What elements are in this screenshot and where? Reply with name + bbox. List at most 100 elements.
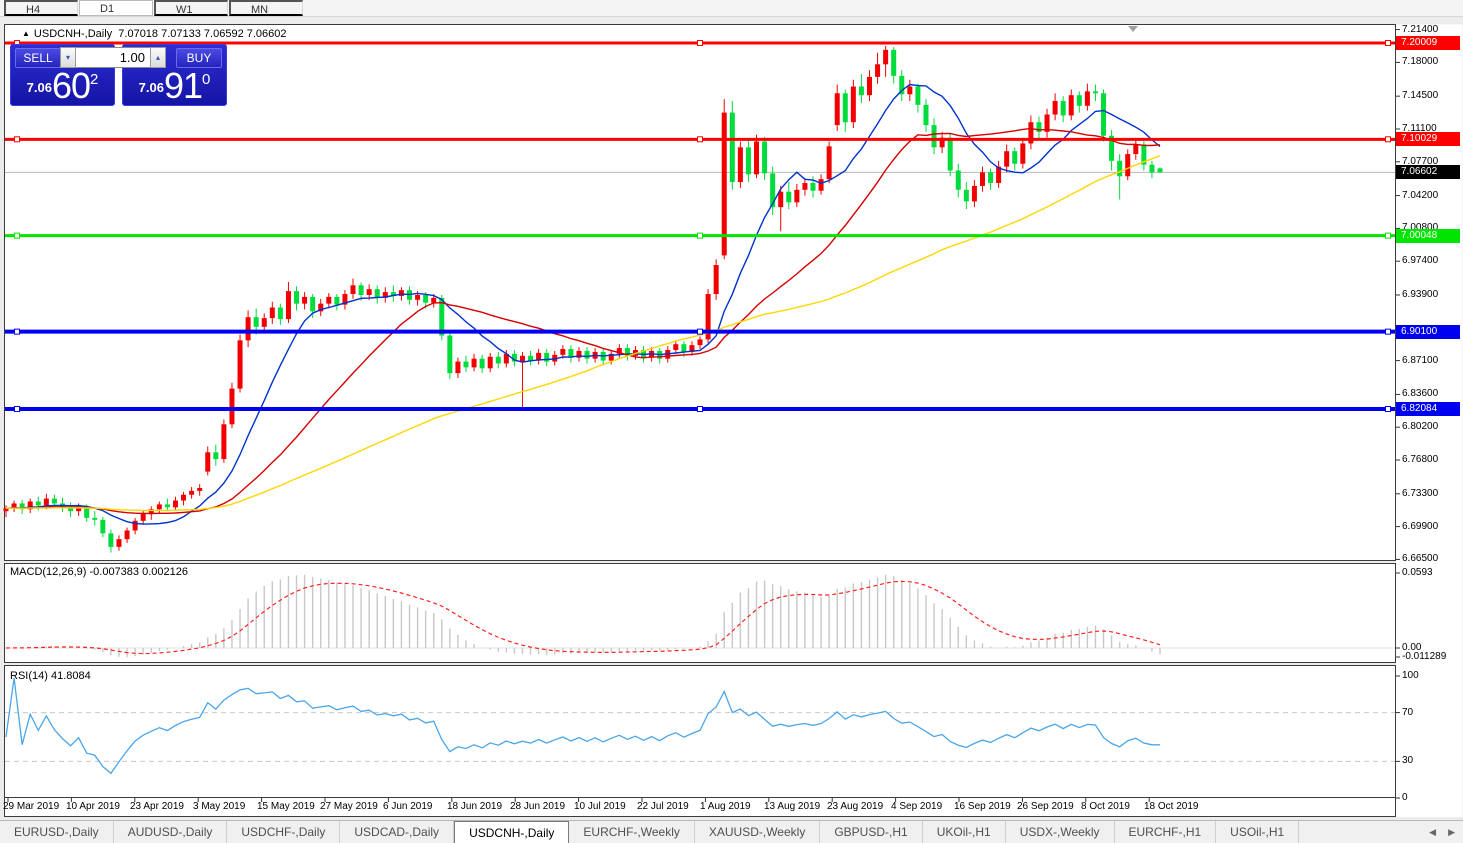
tab-usdchf-daily[interactable]: USDCHF-,Daily [227,821,341,843]
rsi-value: 41.8084 [50,670,91,682]
date-tick-label: 10 Apr 2019 [66,801,120,812]
date-tick-label: 23 Apr 2019 [130,801,184,812]
macd-values: -0.007383 0.002126 [89,566,188,578]
timeframe-toolbar: H4 D1 W1 MN [0,0,1463,17]
price-tick-label: 7.11100 [1402,123,1437,134]
symbol-marker-icon: ▲ [22,29,30,38]
sell-button[interactable]: SELL [15,48,61,68]
tab-usdx-weekly[interactable]: USDX-,Weekly [1006,821,1115,843]
chart-symbol-period: USDCNH-,Daily [33,28,113,40]
ma-line-0 [5,83,1161,525]
sell-price-handle: 7.06 [26,80,52,95]
date-tick-label: 18 Oct 2019 [1144,801,1199,812]
buy-button[interactable]: BUY [176,48,222,68]
tab-scroll-right-icon[interactable]: ▶ [1448,826,1455,837]
rsi-axis-label: 70 [1402,707,1414,718]
tab-xauusd-weekly[interactable]: XAUUSD-,Weekly [695,821,821,843]
tab-scroll-arrows: ◀ ▶ [1429,821,1463,843]
buy-price-handle: 7.06 [138,80,164,95]
tab-eurchf-h1[interactable]: EURCHF-,H1 [1115,821,1217,843]
date-tick-label: 4 Sep 2019 [891,801,943,812]
tab-usoil-h1[interactable]: USOil-,H1 [1216,821,1300,843]
date-tick-label: 18 Jun 2019 [447,801,503,812]
price-tick-label: 6.83600 [1402,388,1439,399]
macd-axis-label: -0.011289 [1402,651,1447,662]
rsi-axis-label: 0 [1402,792,1408,803]
ma-line-1 [5,127,1161,515]
tab-usdcnh-daily[interactable]: USDCNH-,Daily [454,821,570,843]
price-tick-label: 7.21400 [1402,24,1439,35]
sell-price-big-digits: 60 [51,65,91,106]
date-tick-label: 29 Mar 2019 [3,801,60,812]
date-tick-label: 10 Jul 2019 [574,801,626,812]
price-tick-label: 6.93900 [1402,289,1439,300]
date-tick-label: 26 Sep 2019 [1017,801,1074,812]
macd-axis-label: 0.0593 [1402,567,1433,578]
volume-increase-button[interactable]: ▴ [150,47,166,68]
tab-audusd-daily[interactable]: AUDUSD-,Daily [114,821,228,843]
price-tick-label: 6.80200 [1402,421,1439,432]
volume-control: ▾ ▴ [60,47,166,68]
date-tick-label: 28 Jun 2019 [510,801,566,812]
date-tick-label: 16 Sep 2019 [954,801,1011,812]
date-tick-label: 1 Aug 2019 [700,801,751,812]
date-tick-label: 23 Aug 2019 [827,801,884,812]
price-tick-label: 6.66500 [1402,553,1439,564]
date-tick-label: 22 Jul 2019 [637,801,689,812]
buy-price-big-digits: 91 [163,65,203,106]
tab-usdcad-daily[interactable]: USDCAD-,Daily [340,821,455,843]
price-tick-label: 6.87100 [1402,355,1439,366]
macd-axis-label: 0.00 [1402,642,1422,653]
date-tick-label: 8 Oct 2019 [1081,801,1130,812]
price-tick-label: 6.73300 [1402,488,1439,499]
volume-decrease-button[interactable]: ▾ [60,47,76,68]
macd-label: MACD(12,26,9) -0.007383 0.002126 [10,566,188,578]
chart-tab-bar: EURUSD-,Daily AUDUSD-,Daily USDCHF-,Daily U… [0,820,1463,843]
date-tick-label: 6 Jun 2019 [383,801,433,812]
price-tick-label: 7.07700 [1402,156,1439,167]
buy-price-pip: 0 [202,71,211,88]
tab-eurchf-weekly[interactable]: EURCHF-,Weekly [569,821,695,843]
chart-shift-marker-icon [1128,26,1138,32]
timeframe-d1-button[interactable]: D1 [79,0,153,16]
sell-price[interactable]: 7.06602 [11,65,114,106]
price-tick-label: 6.76800 [1402,454,1439,465]
sell-price-pip: 2 [90,71,99,88]
macd-histogram [13,574,1161,658]
one-click-trading-panel: SELL 7.06602 BUY 7.06910 ▾ ▴ [10,44,227,106]
tab-gbpusd-h1[interactable]: GBPUSD-,H1 [820,821,923,843]
tab-ukoil-h1[interactable]: UKOil-,H1 [923,821,1006,843]
rsi-axis-label: 30 [1402,755,1414,766]
price-tick-label: 7.00800 [1402,222,1439,233]
price-tick-label: 6.69900 [1402,521,1439,532]
price-line-badge: 6.82084 [1396,402,1460,416]
date-tick-label: 15 May 2019 [257,801,315,812]
rsi-axis-label: 100 [1402,670,1419,681]
tab-eurusd-daily[interactable]: EURUSD-,Daily [0,821,114,843]
candles [3,45,1163,553]
volume-input[interactable] [76,47,150,68]
ma-line-2 [5,155,1161,512]
timeframe-w1-button[interactable]: W1 [154,0,228,16]
chart-title: ▲ USDCNH-,Daily 7.07018 7.07133 7.06592 7… [22,28,287,40]
rsi-line [5,677,1161,775]
price-tick-label: 7.04200 [1402,190,1439,201]
price-tick-label: 7.18000 [1402,56,1439,67]
date-tick-label: 3 May 2019 [193,801,246,812]
price-tick-label: 7.14500 [1402,90,1439,101]
timeframe-h4-button[interactable]: H4 [4,0,78,16]
date-tick-label: 13 Aug 2019 [764,801,821,812]
buy-price[interactable]: 7.06910 [123,65,226,106]
price-line-badge: 7.00048 [1396,229,1460,243]
date-tick-label: 27 May 2019 [320,801,378,812]
current-price-badge: 7.06602 [1396,165,1460,179]
chart-ohlc-values: 7.07018 7.07133 7.06592 7.06602 [118,28,287,40]
price-line-badge: 7.20009 [1396,36,1460,50]
rsi-label: RSI(14) 41.8084 [10,670,91,682]
timeframe-mn-button[interactable]: MN [229,0,303,16]
price-line-badge: 7.10029 [1396,132,1460,146]
price-tick-label: 6.97400 [1402,255,1439,266]
tab-scroll-left-icon[interactable]: ◀ [1429,826,1437,837]
